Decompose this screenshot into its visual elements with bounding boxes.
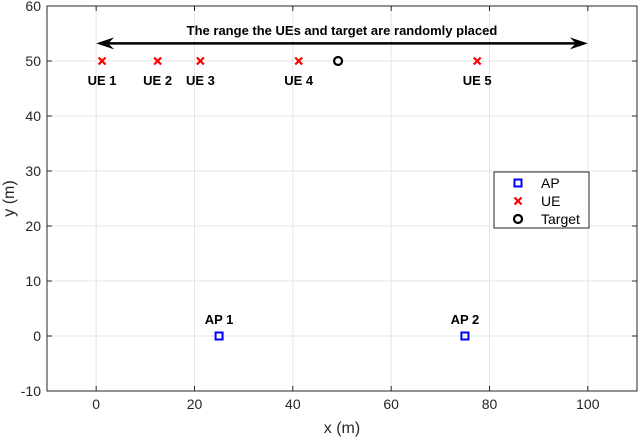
x-tick-label: 0 [92,396,100,412]
range-arrow-left-head [96,37,115,50]
legend-marker-ue-stroke [513,196,523,206]
y-tick-label: 40 [25,108,41,124]
legend-label-target: Target [541,211,580,227]
x-tick-label: 40 [285,396,301,412]
y-tick-label: 0 [33,328,41,344]
legend-label-ue: UE [541,193,560,209]
range-arrow-right-head [569,37,588,50]
data-marks: AP 1 AP 2 UE 1 UE 2 UE 3 UE 4 UE 5 [88,55,492,341]
target-point [332,55,344,67]
y-tick-label: -10 [21,383,41,399]
series-target [332,55,344,67]
point-label: UE 1 [88,73,117,88]
point-label: UE 2 [143,73,172,88]
ue-point-stroke [196,56,205,66]
legend-box [493,171,590,229]
y-tick-label: 20 [25,218,41,234]
legend-label-ap: AP [541,175,560,191]
x-tick-label: 80 [482,396,498,412]
series-ue: UE 1 UE 2 UE 3 UE 4 UE 5 [88,56,492,88]
legend-marker-target [512,213,524,225]
ue-point [196,56,205,66]
legend-marker-ue [513,196,523,206]
ue-point [97,56,107,66]
point-label: UE 5 [463,73,492,88]
ap-point [460,331,470,341]
point-label: AP 2 [451,312,480,327]
ap-point [214,331,224,341]
x-tick-label: 100 [576,396,600,412]
x-tick-label: 60 [383,396,399,412]
series-ap: AP 1 AP 2 [205,312,480,341]
ue-point-stroke [294,56,304,66]
plot-frame [46,5,638,392]
ue-point-stroke [472,56,482,66]
range-annotation: The range the UEs and target are randoml… [96,23,588,50]
point-label: AP 1 [205,312,234,327]
legend-marker-ap [513,178,523,188]
legend: AP UE Target [493,171,590,229]
y-tick-label: 60 [25,0,41,14]
y-tick-label: 50 [25,53,41,69]
ue-point [472,56,482,66]
y-axis-label: y (m) [1,180,18,216]
range-annotation-text: The range the UEs and target are randoml… [187,23,498,38]
ue-point-stroke [97,56,107,66]
x-axis-label: x (m) [324,420,360,437]
ue-point-stroke [153,56,162,66]
x-tick-label: 20 [187,396,203,412]
point-label: UE 3 [186,73,215,88]
ue-point [153,56,162,66]
point-label: UE 4 [284,73,314,88]
ue-point [294,56,304,66]
axis-ticks: 0 20 40 60 80 100 -10 0 10 20 30 40 50 60 [21,0,637,412]
y-tick-label: 10 [25,273,41,289]
y-tick-label: 30 [25,163,41,179]
